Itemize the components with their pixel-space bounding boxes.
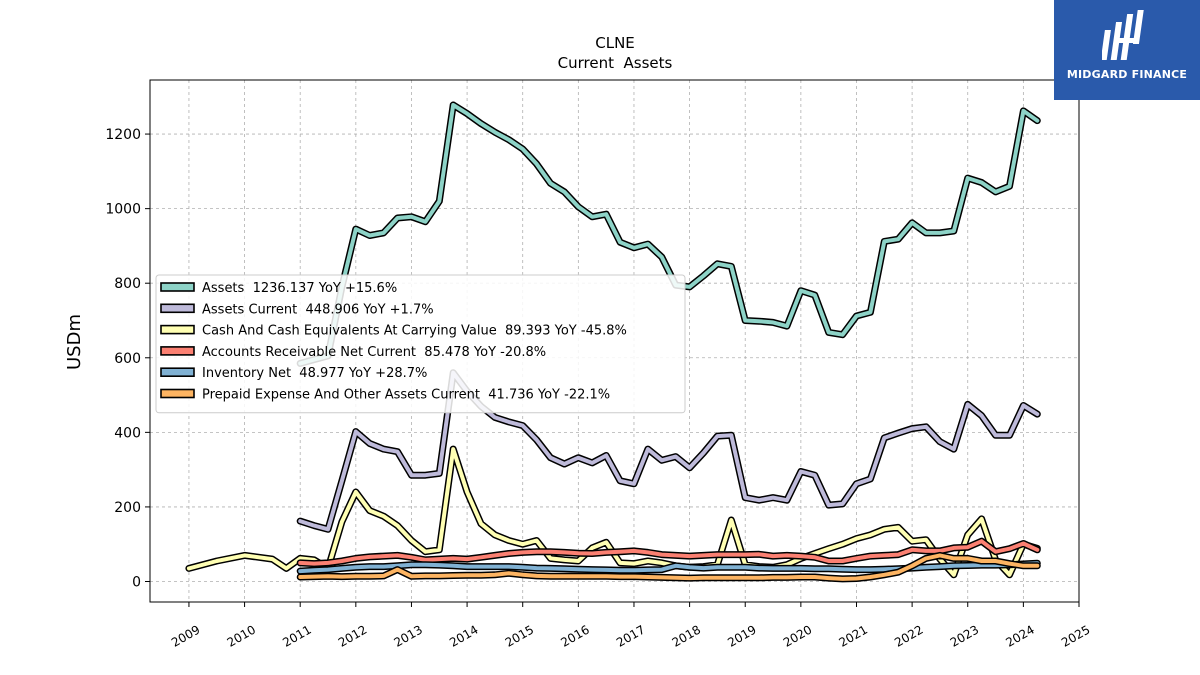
x-tick-label: 2017 (614, 622, 647, 649)
y-tick-label: 1200 (105, 127, 141, 143)
y-tick-label: 800 (114, 276, 141, 292)
legend-swatch (160, 346, 195, 356)
x-tick-label: 2018 (670, 622, 703, 649)
x-tick-label: 2021 (837, 622, 870, 649)
x-tick-label: 2025 (1059, 622, 1092, 649)
axes-frame (149, 79, 1080, 603)
x-tick-label: 2009 (169, 622, 202, 649)
x-tick-label: 2020 (781, 622, 814, 649)
legend-label: Accounts Receivable Net Current 85.478 Y… (202, 345, 546, 360)
legend-swatch (160, 282, 195, 292)
legend-swatch (160, 367, 195, 378)
chart-subtitle: Current Assets (558, 54, 673, 72)
legend-swatch (160, 303, 195, 314)
y-tick-label: 400 (114, 425, 141, 441)
x-tick-label: 2024 (1003, 622, 1036, 649)
legend-label: Prepaid Expense And Other Assets Current… (202, 388, 610, 403)
series-line (298, 103, 1040, 366)
legend-label: Cash And Cash Equivalents At Carrying Va… (202, 324, 627, 339)
series-line (298, 539, 1040, 566)
y-tick-label: 1000 (105, 202, 141, 218)
legend-label: Inventory Net 48.977 YoY +28.7% (202, 366, 427, 381)
legend: Assets 1236.137 YoY +15.6% Assets Current… (155, 274, 686, 414)
x-tick-label: 2010 (225, 622, 258, 649)
series-line (186, 447, 1040, 577)
brand-logo: MIDGARD FINANCE (1054, 0, 1200, 100)
legend-box (155, 274, 686, 414)
y-tick-label: 0 (132, 574, 141, 590)
x-tick-label: 2015 (503, 622, 536, 649)
series-lines (185, 101, 1041, 583)
x-tick-label: 2019 (725, 622, 758, 649)
x-tick-label: 2016 (558, 622, 591, 649)
series-line (298, 553, 1040, 581)
x-tick-label: 2012 (336, 622, 369, 649)
y-tick-label: 600 (114, 351, 141, 367)
x-tick-label: 2011 (280, 622, 313, 649)
x-tick-label: 2014 (447, 622, 480, 649)
brand-name: MIDGARD FINANCE (1066, 68, 1188, 81)
y-axis-label: USDm (64, 314, 85, 370)
series-line (298, 370, 1040, 532)
chart-title: CLNE (595, 34, 635, 52)
x-tick-label: 2023 (948, 622, 981, 649)
legend-label: Assets Current 448.906 YoY +1.7% (202, 302, 434, 317)
legend-label: Assets 1236.137 YoY +15.6% (202, 281, 397, 296)
legend-swatch (160, 324, 195, 335)
legend-swatch (160, 388, 195, 399)
y-tick-label: 200 (114, 500, 141, 516)
midgard-logo-icon (1102, 10, 1144, 60)
x-tick-label: 2013 (392, 622, 425, 649)
x-tick-label: 2022 (892, 622, 925, 649)
